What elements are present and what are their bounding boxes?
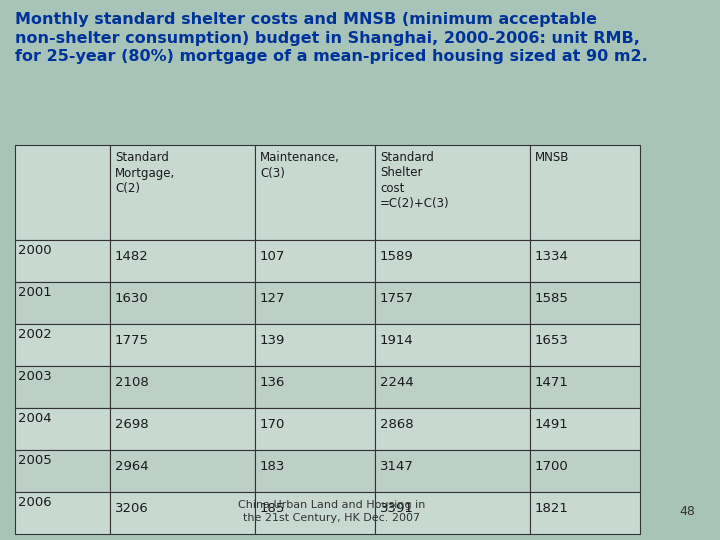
Bar: [255, 408, 375, 450]
Bar: [375, 492, 530, 534]
Bar: [15, 240, 110, 282]
Text: 1491: 1491: [535, 418, 569, 431]
Text: 136: 136: [260, 376, 285, 389]
Text: 1630: 1630: [115, 292, 149, 305]
Bar: [15, 450, 110, 492]
Text: 2868: 2868: [380, 418, 413, 431]
Bar: [530, 450, 640, 492]
Bar: [375, 366, 530, 408]
Bar: [110, 282, 255, 324]
Text: 2000: 2000: [18, 244, 52, 257]
Bar: [255, 450, 375, 492]
Text: 1585: 1585: [535, 292, 569, 305]
Bar: [375, 145, 530, 240]
Text: 2006: 2006: [18, 496, 52, 509]
Text: 2244: 2244: [380, 376, 414, 389]
Text: 2004: 2004: [18, 412, 52, 425]
Text: 1700: 1700: [535, 460, 569, 473]
Bar: [110, 492, 255, 534]
Bar: [255, 282, 375, 324]
Bar: [375, 240, 530, 282]
Text: 107: 107: [260, 250, 285, 263]
Bar: [375, 324, 530, 366]
Text: 1775: 1775: [115, 334, 149, 347]
Text: Standard
Shelter
cost
=C(2)+C(3): Standard Shelter cost =C(2)+C(3): [380, 151, 449, 211]
Text: 1589: 1589: [380, 250, 414, 263]
Bar: [15, 282, 110, 324]
Text: 48: 48: [679, 505, 695, 518]
Text: 127: 127: [260, 292, 286, 305]
Text: 3147: 3147: [380, 460, 414, 473]
Text: 2001: 2001: [18, 286, 52, 299]
Bar: [530, 145, 640, 240]
Text: 1334: 1334: [535, 250, 569, 263]
Bar: [255, 240, 375, 282]
Text: 2005: 2005: [18, 454, 52, 467]
Text: 2108: 2108: [115, 376, 149, 389]
Text: 2002: 2002: [18, 328, 52, 341]
Text: Monthly standard shelter costs and MNSB (minimum acceptable
non-shelter consumpt: Monthly standard shelter costs and MNSB …: [15, 12, 648, 64]
Text: 170: 170: [260, 418, 285, 431]
Bar: [110, 145, 255, 240]
Bar: [375, 408, 530, 450]
Text: Standard
Mortgage,
C(2): Standard Mortgage, C(2): [115, 151, 175, 195]
Bar: [15, 145, 110, 240]
Bar: [110, 366, 255, 408]
Bar: [15, 492, 110, 534]
Text: Maintenance,
C(3): Maintenance, C(3): [260, 151, 340, 179]
Text: 2003: 2003: [18, 370, 52, 383]
Bar: [530, 282, 640, 324]
Bar: [110, 324, 255, 366]
Bar: [255, 366, 375, 408]
Bar: [110, 408, 255, 450]
Bar: [530, 408, 640, 450]
Bar: [15, 324, 110, 366]
Text: 183: 183: [260, 460, 285, 473]
Bar: [15, 408, 110, 450]
Text: 3206: 3206: [115, 502, 149, 515]
Text: 185: 185: [260, 502, 285, 515]
Text: 2964: 2964: [115, 460, 148, 473]
Bar: [530, 366, 640, 408]
Bar: [375, 282, 530, 324]
Bar: [530, 240, 640, 282]
Bar: [15, 366, 110, 408]
Bar: [255, 145, 375, 240]
Bar: [110, 240, 255, 282]
Text: China Urban Land and Housing in
the 21st Century, HK Dec. 2007: China Urban Land and Housing in the 21st…: [238, 500, 425, 523]
Bar: [530, 324, 640, 366]
Text: 1471: 1471: [535, 376, 569, 389]
Text: 1821: 1821: [535, 502, 569, 515]
Text: 1757: 1757: [380, 292, 414, 305]
Text: MNSB: MNSB: [535, 151, 570, 164]
Text: 1482: 1482: [115, 250, 149, 263]
Text: 1914: 1914: [380, 334, 414, 347]
Bar: [375, 450, 530, 492]
Bar: [530, 492, 640, 534]
Text: 139: 139: [260, 334, 285, 347]
Bar: [255, 492, 375, 534]
Bar: [255, 324, 375, 366]
Text: 3391: 3391: [380, 502, 414, 515]
Bar: [110, 450, 255, 492]
Text: 1653: 1653: [535, 334, 569, 347]
Text: 2698: 2698: [115, 418, 148, 431]
